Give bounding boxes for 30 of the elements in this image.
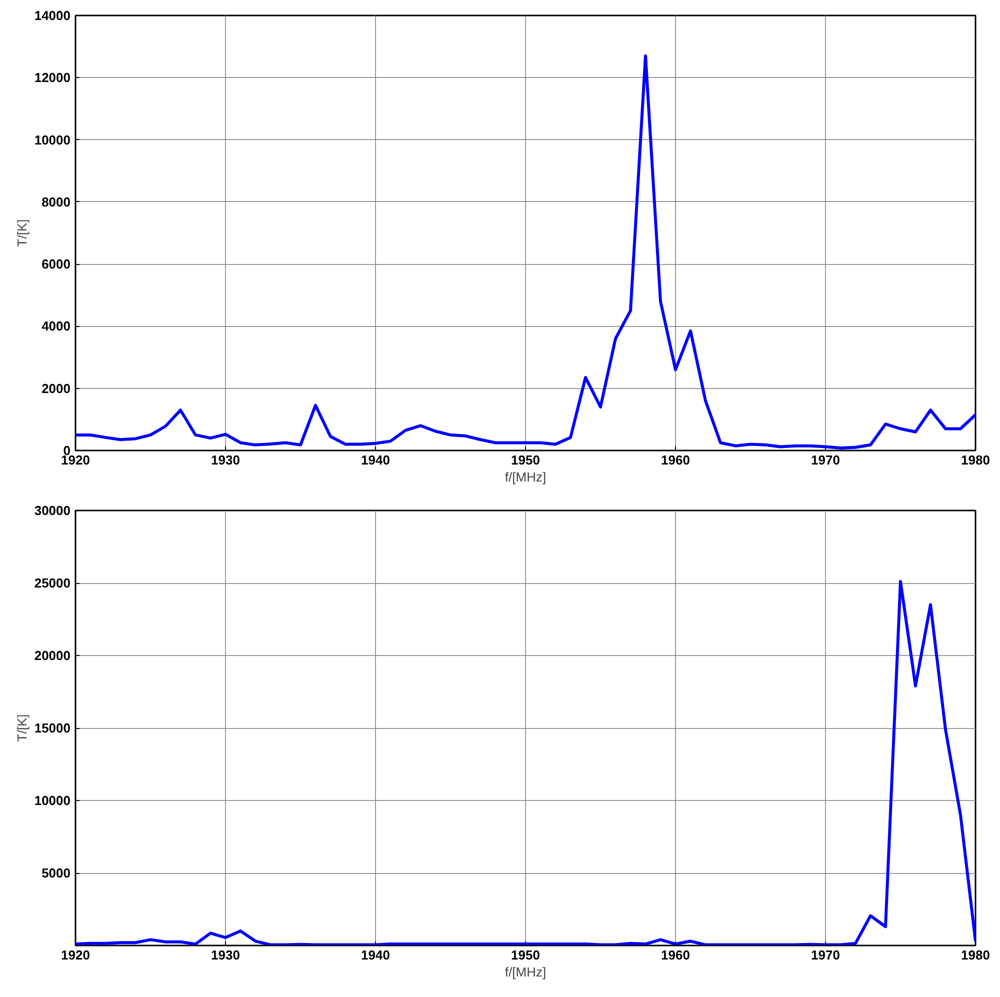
x-tick-label: 1950	[511, 452, 540, 468]
y-tick-label: 15000	[34, 720, 71, 736]
y-tick-label: 14000	[34, 8, 71, 23]
x-tick-label: 1920	[61, 948, 90, 962]
x-tick-label: 1930	[211, 948, 240, 962]
x-axis-title: f/[MHz]	[504, 964, 546, 980]
x-tick-label: 1970	[811, 452, 840, 468]
y-tick-label: 25000	[34, 576, 71, 590]
y-tick-label: 5000	[42, 866, 70, 880]
y-tick-label: 10000	[34, 132, 71, 148]
y-tick-label: 30000	[34, 503, 71, 518]
y-tick-label: 2000	[42, 380, 70, 396]
x-tick-label: 1950	[511, 948, 540, 962]
x-tick-label: 1960	[661, 948, 690, 962]
x-tick-label: 1980	[961, 948, 990, 962]
x-tick-label: 1970	[811, 948, 840, 962]
y-tick-label: 12000	[34, 70, 71, 86]
x-tick-label: 1940	[361, 452, 390, 468]
y-axis-title: T/[K]	[14, 219, 30, 247]
x-axis-title: f/[MHz]	[504, 470, 546, 484]
y-tick-label: 4000	[42, 318, 70, 334]
y-axis-title: T/[K]	[14, 714, 30, 742]
x-tick-label: 1960	[661, 452, 690, 468]
y-tick-label: 20000	[34, 648, 71, 663]
x-tick-label: 1940	[361, 948, 390, 962]
y-tick-label: 10000	[34, 793, 71, 808]
y-tick-label: 6000	[42, 256, 70, 272]
y-tick-label: 8000	[42, 194, 70, 210]
x-tick-label: 1980	[961, 452, 990, 468]
x-tick-label: 1930	[211, 452, 240, 468]
